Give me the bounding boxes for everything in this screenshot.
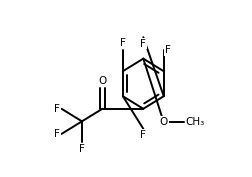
Text: F: F <box>119 39 125 48</box>
Text: F: F <box>79 144 85 154</box>
Text: O: O <box>159 117 167 127</box>
Text: F: F <box>140 39 146 49</box>
Text: CH₃: CH₃ <box>185 117 204 127</box>
Text: F: F <box>54 129 60 139</box>
Text: F: F <box>54 104 60 114</box>
Text: F: F <box>140 130 146 140</box>
Text: F: F <box>165 45 170 55</box>
Text: O: O <box>98 76 106 86</box>
